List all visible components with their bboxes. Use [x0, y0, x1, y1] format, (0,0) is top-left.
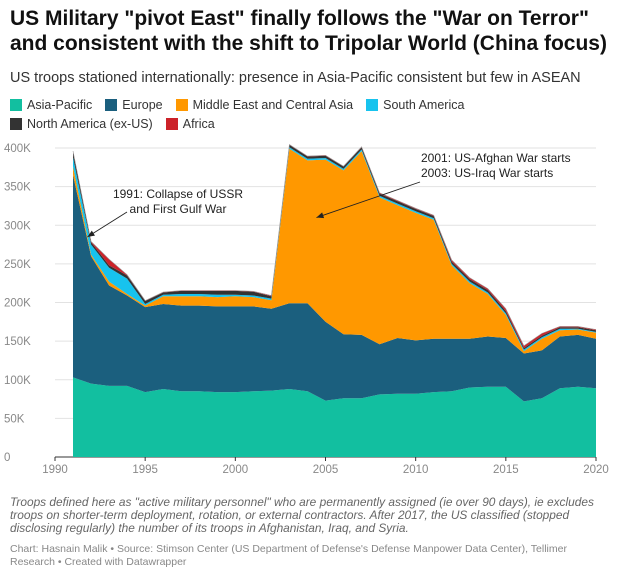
- y-tick-label: 50K: [4, 413, 25, 425]
- annotation-arrowhead: [87, 230, 95, 237]
- legend-swatch: [366, 98, 379, 111]
- annotation-arrow: [87, 211, 128, 238]
- chart-subtitle: US troops stationed internationally: pre…: [10, 70, 581, 86]
- legend-item: Africa: [165, 114, 215, 133]
- x-tick-label: 2020: [583, 464, 609, 475]
- annotation-text: 1991: Collapse of USSR: [113, 187, 243, 201]
- area-asia-pacific: [73, 377, 596, 457]
- chart-title: US Military "pivot East" finally follows…: [10, 7, 607, 55]
- legend-label: Asia-Pacific: [27, 97, 93, 112]
- area-chart: 0 50K 100K 150K 200K 250K 300K 350K 400K 1990 1995…: [4, 143, 609, 475]
- annotation-arrowhead: [316, 212, 325, 219]
- legend-swatch: [10, 117, 22, 130]
- x-tick-label: 1990: [42, 464, 68, 475]
- annotation-text: and First Gulf War: [130, 202, 227, 216]
- legend-label: Europe: [122, 97, 163, 112]
- area-middle-east-and-central-asia: [73, 148, 596, 354]
- stack-outline: [72, 143, 597, 347]
- y-tick-label: 250K: [4, 259, 31, 271]
- annotation-arrow: [316, 181, 421, 218]
- x-tick-label: 2000: [223, 464, 249, 475]
- legend-item: Europe: [105, 95, 163, 114]
- legend-swatch: [105, 98, 118, 111]
- x-tick-label: 1995: [132, 464, 158, 475]
- x-tick-label: 2015: [493, 464, 519, 475]
- legend-label: Africa: [182, 116, 215, 131]
- legend-swatch: [175, 98, 188, 111]
- chart-notes: Troops defined here as "active military …: [10, 495, 594, 535]
- x-tick-label: 2005: [313, 464, 339, 475]
- legend: Asia-Pacific Europe Middle East and Centra…: [10, 95, 610, 133]
- annotation-text: 2001: US-Afghan War starts: [421, 151, 571, 165]
- y-tick-label: 400K: [4, 143, 31, 155]
- legend-item: South America: [366, 95, 464, 114]
- legend-label: North America (ex-US): [27, 116, 153, 131]
- y-tick-label: 0: [4, 452, 10, 464]
- legend-item: North America (ex-US): [10, 114, 153, 133]
- legend-swatch: [165, 117, 178, 130]
- y-tick-label: 150K: [4, 336, 31, 348]
- legend-label: Middle East and Central Asia: [192, 97, 354, 112]
- y-tick-label: 100K: [4, 375, 31, 387]
- chart-source: Chart: Hasnain Malik • Source: Stimson C…: [10, 543, 567, 568]
- y-tick-label: 350K: [4, 182, 31, 194]
- y-tick-label: 200K: [4, 298, 31, 310]
- annotation-text: 2003: US-Iraq War starts: [421, 166, 553, 180]
- x-tick-label: 2010: [403, 464, 429, 475]
- legend-swatch: [10, 98, 22, 111]
- y-tick-label: 300K: [4, 220, 31, 232]
- legend-label: South America: [383, 97, 465, 112]
- area-europe: [73, 175, 596, 402]
- legend-item: Middle East and Central Asia: [175, 95, 354, 114]
- legend-item: Asia-Pacific: [10, 95, 92, 114]
